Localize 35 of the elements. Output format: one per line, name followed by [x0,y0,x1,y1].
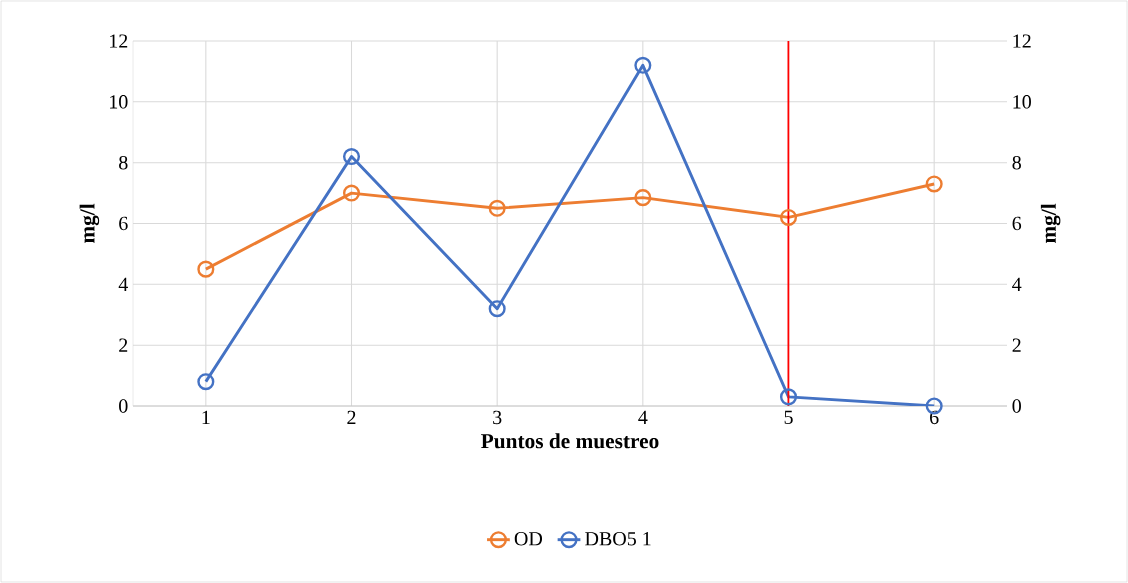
y2-tick-label: 2 [1012,338,1021,352]
y2-axis-title: mg/l [1040,203,1061,244]
x-tick-label: 2 [347,410,356,424]
point [779,388,798,406]
y-tick-label: 6 [119,216,128,231]
y-tick-label: 2 [119,338,128,352]
point [488,199,506,217]
point [634,189,652,207]
point [197,260,215,278]
x-tick-label: 3 [493,410,502,425]
point [779,208,798,226]
y2-tick-label: 0 [1012,399,1021,413]
y2-tick-label: 6 [1012,216,1022,231]
x-tick-label: 5 [784,410,793,424]
y2-tick-label: 10 [1013,95,1031,109]
y-tick-label: 12 [110,34,128,48]
point [488,300,506,318]
point [197,373,215,391]
y-tick-label: 4 [118,277,128,291]
legend-label: OD [514,532,543,546]
point [342,148,361,166]
y-tick-label: 0 [119,399,128,413]
x-axis-title: Puntos de muestreo [481,433,659,449]
y-tick-label: 8 [119,155,128,170]
x-tick-label: 1 [202,410,210,424]
point [925,175,943,193]
y2-tick-label: 4 [1012,277,1022,291]
x-tick-label: 4 [638,410,648,424]
y2-tick-label: 8 [1012,155,1021,170]
y-axis-title: mg/l [79,203,100,244]
point [342,184,361,202]
legend-label: DBO5 1 [585,532,651,546]
point [634,56,652,74]
y2-tick-label: 12 [1013,34,1031,48]
y-tick-label: 10 [110,95,128,109]
